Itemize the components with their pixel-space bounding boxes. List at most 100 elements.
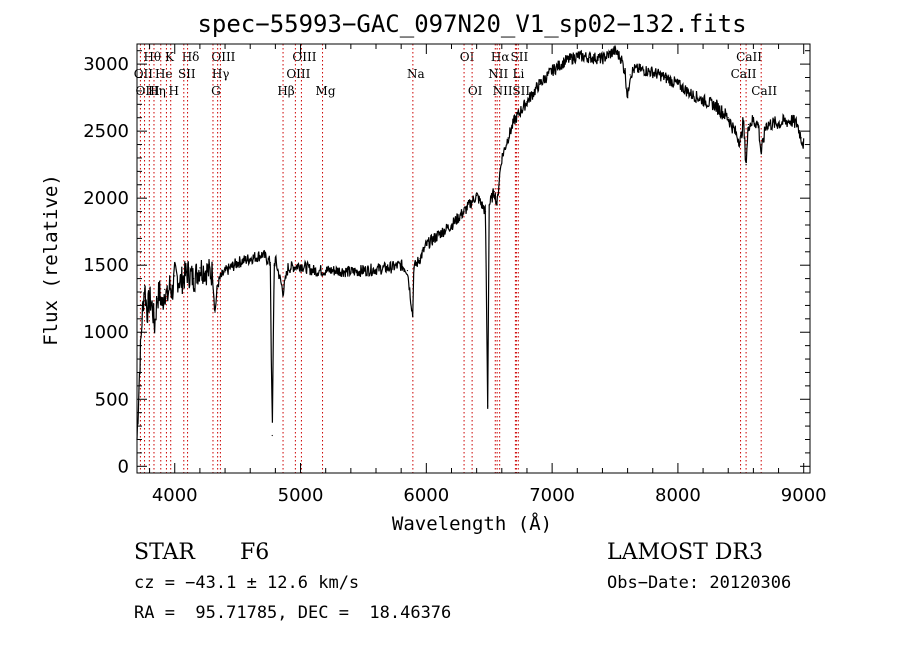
- line-label-17: OI: [460, 50, 475, 64]
- line-label-7: SII: [178, 67, 196, 81]
- line-label-26: CaII: [731, 67, 757, 81]
- chart-title: spec−55993−GAC_097N20_V1_sp02−132.fits: [197, 10, 746, 38]
- data-point-35: [299, 264, 302, 266]
- data-point-76: [652, 71, 654, 73]
- x-tick-label-5: 9000: [781, 485, 827, 506]
- data-point-11: [164, 288, 166, 290]
- data-point-43: [400, 264, 402, 266]
- data-point-80: [702, 99, 704, 101]
- data-point-74: [633, 68, 635, 71]
- data-point-33: [282, 291, 284, 293]
- x-tick-label-3: 7000: [529, 485, 575, 506]
- line-label-27: CaII: [751, 84, 777, 98]
- data-point-63: [538, 83, 541, 85]
- data-point-90: [760, 153, 762, 155]
- data-point-59: [501, 157, 503, 159]
- line-label-21: NII: [493, 84, 513, 98]
- line-label-23: Li: [512, 67, 524, 81]
- data-point-19: [199, 267, 201, 269]
- line-label-8: H: [168, 84, 178, 98]
- data-point-83: [733, 130, 736, 132]
- data-point-34: [287, 267, 289, 269]
- data-point-26: [237, 261, 239, 264]
- data-point-85: [742, 119, 744, 122]
- data-point-14: [171, 291, 173, 293]
- data-point-67: [589, 56, 591, 59]
- data-point-65: [564, 60, 566, 63]
- x-tick-label-4: 8000: [655, 485, 701, 506]
- object-subclass: F6: [240, 540, 270, 565]
- data-point-39: [350, 271, 352, 273]
- data-point-23: [216, 284, 219, 286]
- line-label-11: G: [211, 84, 221, 98]
- x-tick-label-2: 6000: [403, 485, 449, 506]
- data-point-62: [526, 101, 528, 103]
- line-label-9: OIII: [211, 50, 235, 64]
- survey-name: LAMOST DR3: [607, 540, 763, 565]
- x-axis-label: Wavelength (Å): [392, 512, 552, 535]
- data-point-78: [677, 83, 679, 85]
- series-layer: [136, 45, 805, 441]
- line-label-6: Hδ: [182, 50, 200, 64]
- line-label-2: OIII: [136, 84, 160, 98]
- data-point-32: [274, 259, 276, 261]
- data-point-89: [757, 123, 760, 126]
- data-point-30: [271, 434, 273, 437]
- data-point-38: [337, 269, 339, 272]
- data-point-3: [143, 284, 146, 286]
- data-point-66: [576, 55, 578, 57]
- data-point-8: [156, 298, 158, 300]
- data-point-45: [412, 315, 414, 317]
- data-point-9: [159, 291, 161, 293]
- data-point-40: [362, 269, 365, 272]
- line-label-20: NII: [488, 67, 508, 81]
- data-point-55: [488, 204, 490, 206]
- data-point-49: [438, 233, 440, 235]
- data-point-20: [205, 269, 207, 272]
- data-point-29: [269, 261, 271, 264]
- data-point-87: [747, 123, 749, 126]
- data-point-69: [614, 50, 616, 52]
- data-point-5: [148, 298, 151, 300]
- data-point-27: [249, 257, 251, 260]
- data-point-88: [752, 119, 754, 122]
- data-point-91: [765, 123, 767, 126]
- data-point-56: [493, 190, 495, 193]
- data-point-73: [629, 74, 631, 76]
- y-tick-label-0: 0: [118, 456, 129, 477]
- line-label-18: OI: [468, 84, 483, 98]
- object-class: STAR: [134, 540, 195, 565]
- data-point-52: [476, 194, 478, 197]
- line-label-12: OIII: [292, 50, 316, 64]
- line-label-5: Hη: [148, 84, 166, 98]
- line-label-14: Hβ: [277, 84, 294, 98]
- data-point-70: [620, 58, 622, 60]
- y-tick-label-5: 2500: [83, 121, 129, 142]
- data-point-22: [214, 311, 216, 313]
- data-point-86: [745, 164, 747, 166]
- data-point-60: [507, 137, 509, 139]
- redshift-cz: cz = −43.1 ± 12.6 km/s: [134, 573, 360, 593]
- data-point-4: [146, 311, 148, 313]
- data-point-21: [211, 272, 214, 274]
- data-point-51: [463, 210, 465, 213]
- data-point-95: [800, 137, 802, 139]
- data-point-41: [375, 268, 377, 270]
- line-label-0: Hθ: [143, 50, 161, 64]
- y-axis-label: Flux (relative): [40, 174, 62, 346]
- line-label-15: Mg: [316, 84, 336, 98]
- data-point-15: [174, 275, 176, 277]
- data-point-36: [312, 269, 314, 272]
- data-point-81: [715, 105, 717, 107]
- line-label-24: SII: [512, 84, 530, 98]
- line-label-16: Na: [407, 67, 425, 81]
- data-point-61: [513, 119, 515, 122]
- data-point-37: [325, 269, 327, 272]
- line-label-10: Hγ: [212, 67, 230, 81]
- data-point-50: [450, 224, 453, 226]
- data-point-17: [186, 271, 188, 273]
- data-point-84: [739, 141, 742, 143]
- data-point-75: [639, 68, 641, 71]
- data-point-42: [387, 267, 390, 269]
